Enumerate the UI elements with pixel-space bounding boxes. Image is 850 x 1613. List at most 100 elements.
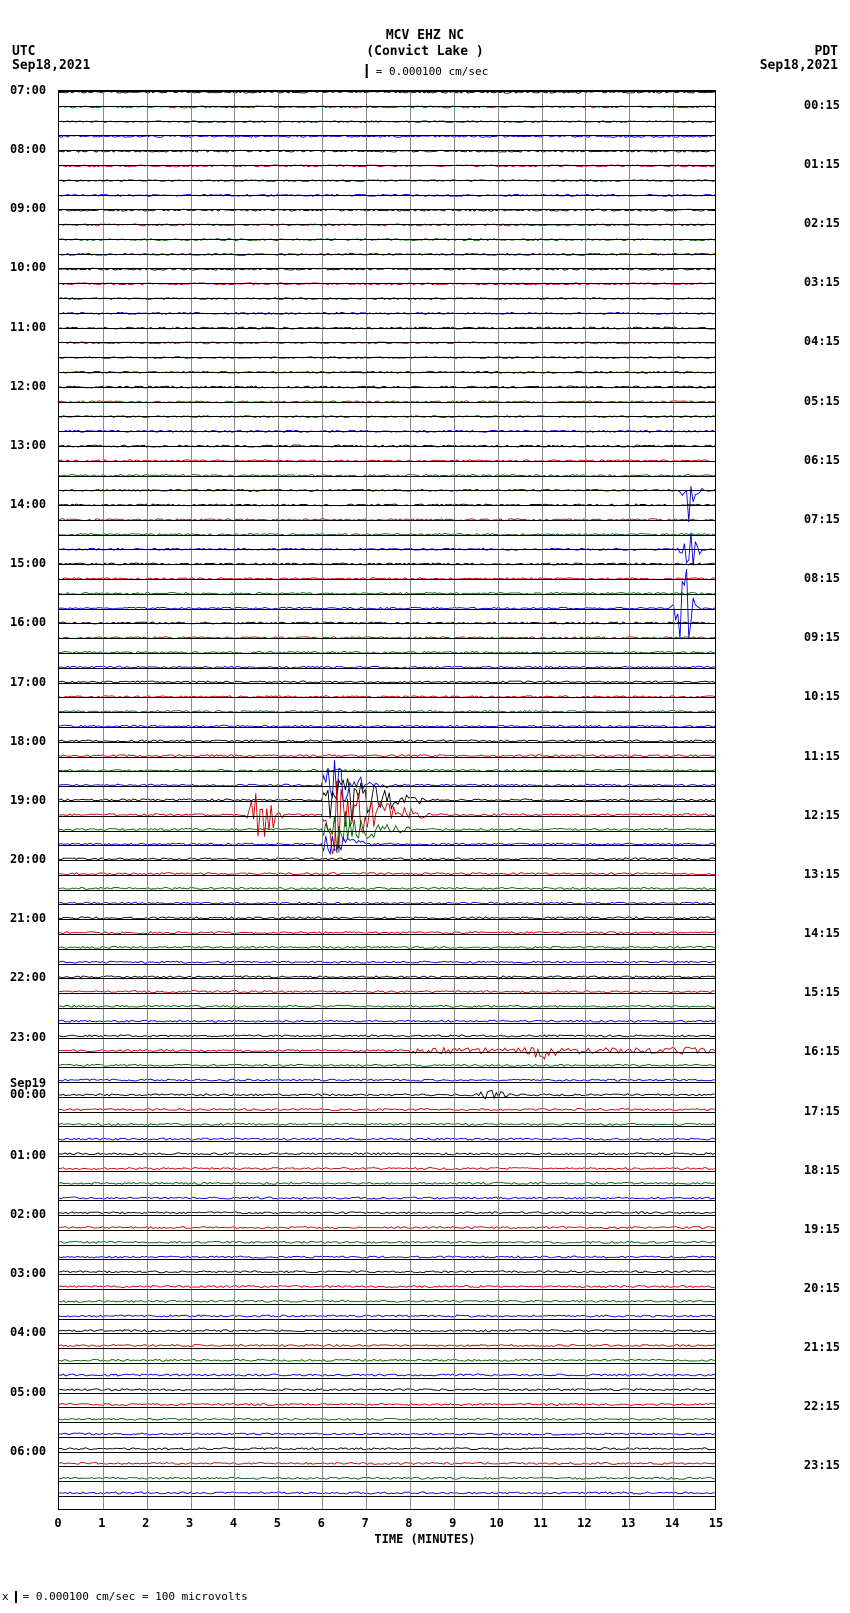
y-right-label: 17:15: [804, 1104, 840, 1118]
seismic-trace: [59, 1064, 715, 1066]
date-right: Sep18,2021: [760, 58, 838, 73]
y-right-label: 11:15: [804, 749, 840, 763]
scale-bar-icon: [366, 64, 368, 78]
y-right-label: 02:15: [804, 216, 840, 230]
date-left: Sep18,2021: [12, 58, 90, 73]
seismic-trace: [59, 1271, 715, 1273]
y-left-label: 09:00: [10, 201, 46, 215]
footer-prefix: x: [2, 1590, 9, 1603]
x-tick-label: 7: [361, 1516, 368, 1530]
y-left-label: 14:00: [10, 497, 46, 511]
x-tick-label: 9: [449, 1516, 456, 1530]
seismic-trace: [59, 811, 715, 853]
seismic-trace: [59, 1079, 715, 1081]
seismic-trace: [59, 1300, 715, 1302]
seismic-trace: [59, 1330, 715, 1332]
y-left-label: 20:00: [10, 852, 46, 866]
seismic-trace: [59, 1389, 715, 1391]
seismic-trace: [59, 1197, 715, 1199]
seismic-trace: [59, 1138, 715, 1140]
x-tick-label: 13: [621, 1516, 635, 1530]
seismic-trace: [59, 1168, 715, 1170]
seismic-trace: [59, 1359, 715, 1361]
seismic-trace: [59, 1462, 715, 1464]
y-right-label: 12:15: [804, 808, 840, 822]
x-tick-label: 11: [533, 1516, 547, 1530]
y-right-label: 18:15: [804, 1163, 840, 1177]
y-left-label: 02:00: [10, 1207, 46, 1221]
y-left-label: 10:00: [10, 260, 46, 274]
y-left-label: 03:00: [10, 1266, 46, 1280]
y-right-label: 07:15: [804, 512, 840, 526]
x-tick-label: 2: [142, 1516, 149, 1530]
y-left-label: 12:00: [10, 379, 46, 393]
y-right-label: 06:15: [804, 453, 840, 467]
x-tick-label: 0: [54, 1516, 61, 1530]
seismic-trace: [59, 1492, 715, 1494]
y-right-label: 10:15: [804, 689, 840, 703]
y-right-label: 05:15: [804, 394, 840, 408]
x-axis-title: TIME (MINUTES): [374, 1532, 475, 1546]
x-tick-label: 15: [709, 1516, 723, 1530]
x-tick-label: 14: [665, 1516, 679, 1530]
seismic-trace: [59, 1212, 715, 1214]
seismic-trace: [59, 1109, 715, 1111]
x-tick-label: 5: [274, 1516, 281, 1530]
timezone-right: PDT: [815, 44, 838, 59]
station-code: MCV EHZ NC: [0, 28, 850, 43]
timezone-left: UTC: [12, 44, 35, 59]
seismic-trace: [59, 1153, 715, 1155]
footer-text: = 0.000100 cm/sec = 100 microvolts: [23, 1590, 248, 1603]
x-tick-label: 12: [577, 1516, 591, 1530]
scale-indicator: = 0.000100 cm/sec: [362, 64, 489, 78]
y-left-label: 08:00: [10, 142, 46, 156]
y-left-label: 15:00: [10, 556, 46, 570]
station-name: (Convict Lake ): [0, 44, 850, 59]
y-right-label: 23:15: [804, 1458, 840, 1472]
y-right-label: 03:15: [804, 275, 840, 289]
seismogram-container: MCV EHZ NC (Convict Lake ) = 0.000100 cm…: [0, 0, 850, 1613]
y-left-label: 05:00: [10, 1385, 46, 1399]
y-left-label: 13:00: [10, 438, 46, 452]
seismic-trace: [59, 1418, 715, 1420]
y-left-label: 17:00: [10, 675, 46, 689]
y-right-label: 20:15: [804, 1281, 840, 1295]
seismic-trace: [59, 1256, 715, 1258]
y-left-label: 06:00: [10, 1444, 46, 1458]
y-right-label: 13:15: [804, 867, 840, 881]
x-tick-label: 6: [318, 1516, 325, 1530]
x-tick-label: 4: [230, 1516, 237, 1530]
seismic-trace: [59, 1477, 715, 1479]
seismic-trace: [59, 1403, 715, 1405]
y-left-label: 19:00: [10, 793, 46, 807]
y-right-label: 09:15: [804, 630, 840, 644]
y-left-label: 04:00: [10, 1325, 46, 1339]
seismic-trace: [59, 1241, 715, 1243]
y-right-label: 01:15: [804, 157, 840, 171]
y-left-label: 01:00: [10, 1148, 46, 1162]
y-left-label: 22:00: [10, 970, 46, 984]
y-right-label: 21:15: [804, 1340, 840, 1354]
x-tick-label: 8: [405, 1516, 412, 1530]
y-left-label: 07:00: [10, 83, 46, 97]
y-left-label: 23:00: [10, 1030, 46, 1044]
x-tick-label: 10: [489, 1516, 503, 1530]
seismic-trace: [59, 1345, 715, 1347]
seismic-trace: [59, 781, 715, 854]
scale-text: = 0.000100 cm/sec: [376, 65, 489, 78]
y-left-label: Sep1900:00: [10, 1078, 46, 1100]
y-right-label: 04:15: [804, 334, 840, 348]
seismic-trace: [59, 760, 715, 801]
y-left-label: 18:00: [10, 734, 46, 748]
seismogram-plot: [58, 90, 716, 1510]
scale-bar-icon: [15, 1591, 17, 1603]
seismic-trace: [59, 1315, 715, 1317]
seismic-trace: [59, 1374, 715, 1376]
y-right-label: 19:15: [804, 1222, 840, 1236]
seismic-trace: [59, 1286, 715, 1288]
y-right-label: 14:15: [804, 926, 840, 940]
y-right-label: 16:15: [804, 1044, 840, 1058]
y-left-label: 11:00: [10, 320, 46, 334]
y-right-label: 08:15: [804, 571, 840, 585]
y-left-label: 21:00: [10, 911, 46, 925]
